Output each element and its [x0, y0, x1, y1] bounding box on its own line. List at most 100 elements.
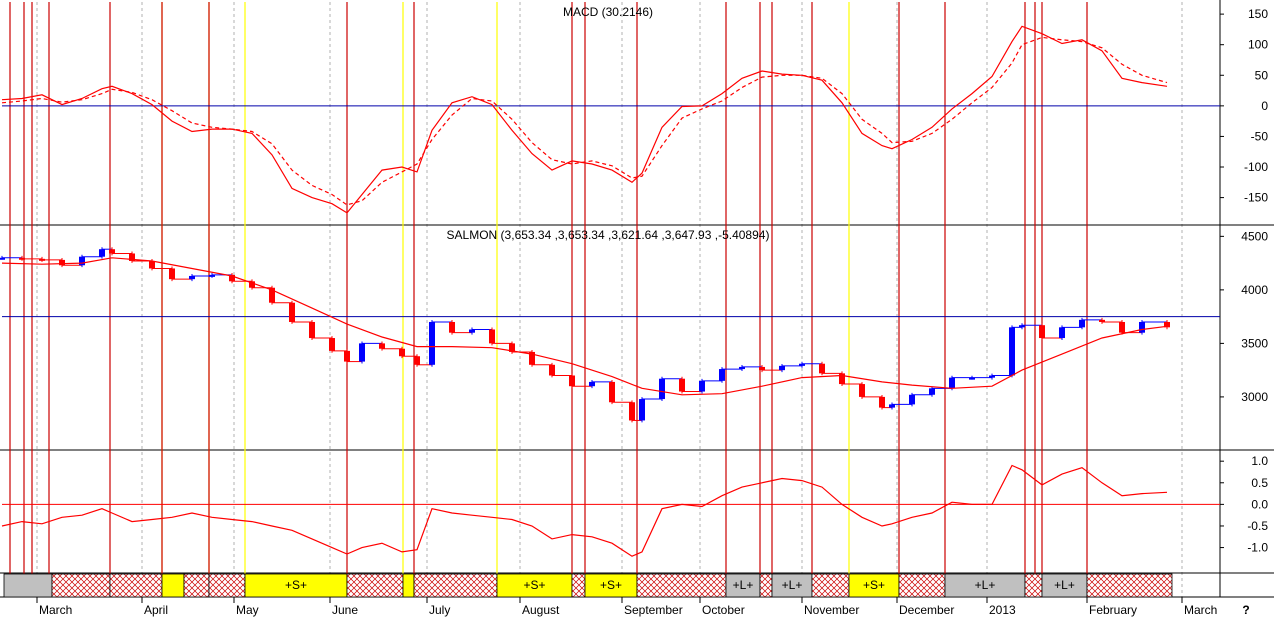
- signal-label: +L+: [733, 578, 754, 592]
- price-bar: [249, 281, 255, 288]
- price-bar: [429, 321, 435, 365]
- signal-segment-hatch: [208, 573, 246, 598]
- salmon-series-moving-average: [1, 257, 1168, 396]
- price-bar: [589, 381, 595, 387]
- price-bar: [839, 373, 845, 385]
- month-label: May: [236, 603, 259, 617]
- price-bar: [109, 249, 115, 254]
- macd-ytick-label: -150: [1244, 191, 1268, 205]
- price-bar: [1059, 327, 1065, 339]
- oscillator-series-solid: [1, 464, 1168, 557]
- price-bar: [609, 381, 615, 403]
- price-bar: [759, 366, 765, 371]
- macd-title: MACD (30.2146): [563, 5, 653, 19]
- month-label: April: [144, 603, 168, 617]
- price-bar: [59, 259, 65, 266]
- macd-ytick-label: -50: [1251, 129, 1269, 143]
- signal-segment-hatch: [571, 573, 586, 598]
- signal-label: +L+: [1054, 578, 1075, 592]
- price-bar: [639, 399, 645, 421]
- price-bar: [799, 363, 805, 366]
- macd-series-dashed: [1, 36, 1168, 206]
- price-bar: [819, 363, 825, 374]
- signal-label: +S+: [523, 578, 545, 592]
- month-label: September: [624, 603, 683, 617]
- month-label: March: [1184, 603, 1217, 617]
- month-label: December: [899, 603, 954, 617]
- signal-segment-hatch: [1024, 573, 1043, 598]
- price-bar: [1119, 321, 1125, 333]
- signal-segment-hatch: [898, 573, 946, 598]
- price-bar: [329, 338, 335, 351]
- month-label: July: [429, 603, 450, 617]
- salmon-title: SALMON (3,653.34 ,3,653.34 ,3,621.64 ,3,…: [447, 228, 770, 242]
- corner-question-mark: ?: [1242, 603, 1249, 617]
- signal-segment-hatch: [51, 573, 111, 598]
- price-bar: [1139, 321, 1145, 333]
- price-bar: [469, 329, 475, 333]
- month-label: August: [522, 603, 560, 617]
- salmon-ytick-label: 4000: [1241, 283, 1268, 297]
- price-bar: [659, 378, 665, 400]
- month-label: March: [39, 603, 72, 617]
- salmon-ytick-label: 4500: [1241, 229, 1268, 243]
- oscillator-ytick-label: 0.0: [1251, 497, 1268, 511]
- price-bar: [549, 364, 555, 376]
- signal-segment-yellow: [402, 573, 415, 598]
- price-bar: [929, 388, 935, 395]
- price-bar: [0, 257, 5, 260]
- price-bar: [529, 351, 535, 365]
- oscillator-ytick-label: 0.5: [1251, 476, 1268, 490]
- price-bar: [309, 321, 315, 339]
- price-bar: [209, 274, 215, 277]
- price-bar: [1009, 327, 1015, 376]
- signal-segment-hatch: [759, 573, 773, 598]
- price-bar: [99, 249, 105, 257]
- price-bar: [399, 348, 405, 357]
- price-bar: [189, 275, 195, 280]
- price-bar: [679, 378, 685, 392]
- price-bar: [879, 396, 885, 408]
- signal-segment-hatch: [346, 573, 404, 598]
- price-bar: [1099, 319, 1105, 322]
- price-bar: [779, 365, 785, 371]
- oscillator-ytick-label: 1.0: [1251, 454, 1268, 468]
- signal-segment-hatch: [811, 573, 850, 598]
- price-bar: [949, 377, 955, 389]
- price-bar: [149, 260, 155, 269]
- macd-ytick-label: 0: [1261, 99, 1268, 113]
- price-bar: [229, 274, 235, 282]
- price-bar: [699, 380, 705, 392]
- price-bar: [969, 377, 975, 380]
- price-bar: [1164, 321, 1170, 328]
- price-bar: [129, 253, 135, 261]
- price-bar: [414, 356, 420, 365]
- month-label: October: [702, 603, 745, 617]
- signal-label: +S+: [285, 578, 307, 592]
- macd-ytick-label: 150: [1248, 7, 1268, 21]
- signal-label: +S+: [600, 578, 622, 592]
- salmon-ytick-label: 3000: [1241, 390, 1268, 404]
- price-bar: [909, 394, 915, 405]
- price-bar: [1039, 325, 1045, 339]
- price-bar: [79, 256, 85, 266]
- price-bar: [344, 350, 350, 362]
- price-bar: [489, 329, 495, 344]
- price-bar: [889, 404, 895, 408]
- price-bar: [859, 384, 865, 397]
- month-label: February: [1089, 603, 1137, 617]
- signal-label: +S+: [863, 578, 885, 592]
- price-bar: [449, 321, 455, 333]
- price-bar: [719, 369, 725, 381]
- price-bar: [289, 302, 295, 322]
- price-bar: [509, 343, 515, 352]
- price-bar: [629, 402, 635, 421]
- signal-segment-gray: [3, 573, 53, 598]
- macd-ytick-label: -100: [1244, 160, 1268, 174]
- price-bar: [1079, 319, 1085, 328]
- salmon-ytick-label: 3500: [1241, 336, 1268, 350]
- price-bar: [989, 375, 995, 378]
- macd-ytick-label: 100: [1248, 38, 1268, 52]
